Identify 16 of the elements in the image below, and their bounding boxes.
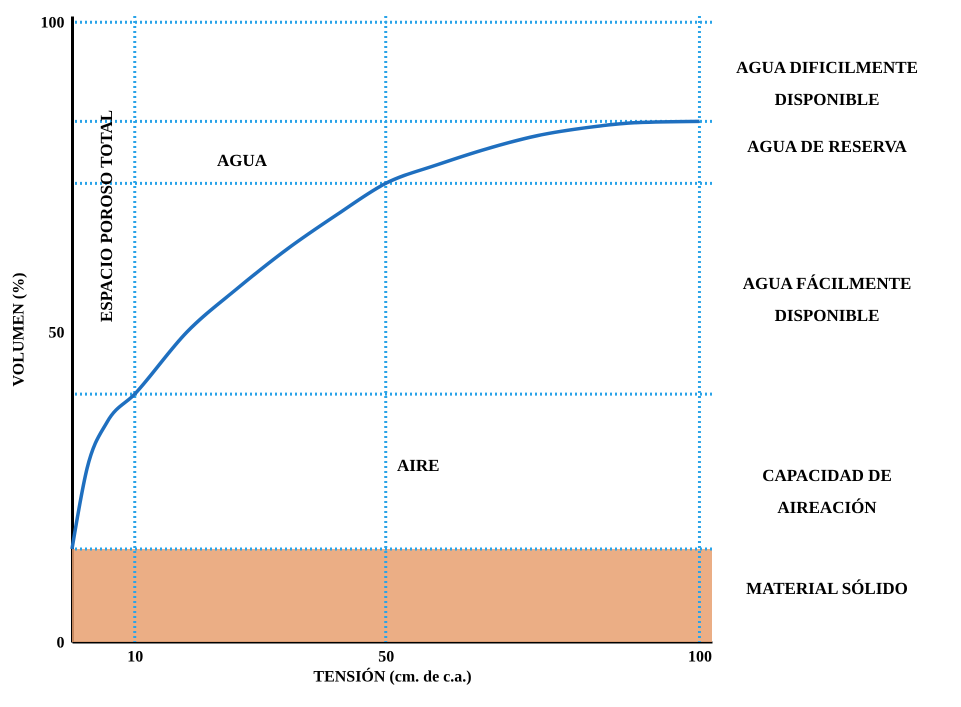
text: CAPACIDAD DE AIREACIÓN <box>762 466 892 517</box>
x-tick-label: 100 <box>688 648 712 666</box>
y-axis-title: VOLUMEN (%) <box>10 272 28 386</box>
x-axis-title: TENSIÓN (cm. de c.a.) <box>313 668 472 686</box>
text: AGUA DE RESERVA <box>747 137 908 156</box>
x-tick-label: 50 <box>378 648 394 666</box>
annotation: ESPACIO POROSO TOTAL <box>97 110 116 322</box>
y-tick-label: 100 <box>40 14 64 32</box>
text: AGUA FÁCILMENTE DISPONIBLE <box>742 274 912 325</box>
x-tick-label: 10 <box>127 648 144 666</box>
annotation: AIRE <box>397 456 440 475</box>
y-tick-label: 50 <box>48 324 64 342</box>
y-tick-label: 0 <box>56 634 64 652</box>
text: AGUA DIFICILMENTE DISPONIBLE <box>736 58 918 109</box>
text: MATERIAL SÓLIDO <box>746 579 908 598</box>
annotation: AGUA <box>217 151 268 170</box>
